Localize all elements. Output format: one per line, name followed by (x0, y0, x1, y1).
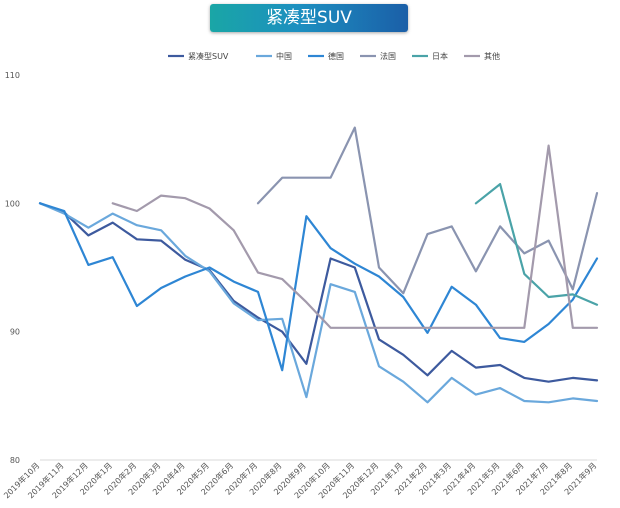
y-tick-label: 90 (10, 328, 20, 337)
series-line-1 (38, 202, 599, 404)
y-tick-label: 80 (10, 456, 20, 465)
series-line-2 (38, 202, 599, 372)
series-line-3 (256, 126, 599, 295)
y-tick-label: 100 (5, 199, 20, 208)
x-axis: 2019年10月2019年11月2019年12月2020年1月2020年2月20… (1, 459, 598, 500)
chart-title: 紧凑型SUV (210, 4, 408, 32)
legend: 紧凑型SUV 中国 德国 法国 日本 其他 (168, 51, 500, 61)
legend-label-2: 德国 (328, 51, 344, 61)
series-line-5 (111, 144, 599, 329)
legend-label-4: 日本 (432, 51, 448, 61)
series-line-4 (474, 183, 599, 306)
legend-label-0: 紧凑型SUV (188, 51, 229, 61)
legend-label-1: 中国 (276, 51, 292, 61)
y-axis: 80 90 100 110 (5, 71, 20, 465)
series-layer (38, 126, 599, 404)
legend-label-3: 法国 (380, 51, 396, 61)
y-tick-label: 110 (5, 71, 20, 80)
series-line-0 (38, 202, 599, 383)
legend-label-5: 其他 (484, 51, 500, 61)
